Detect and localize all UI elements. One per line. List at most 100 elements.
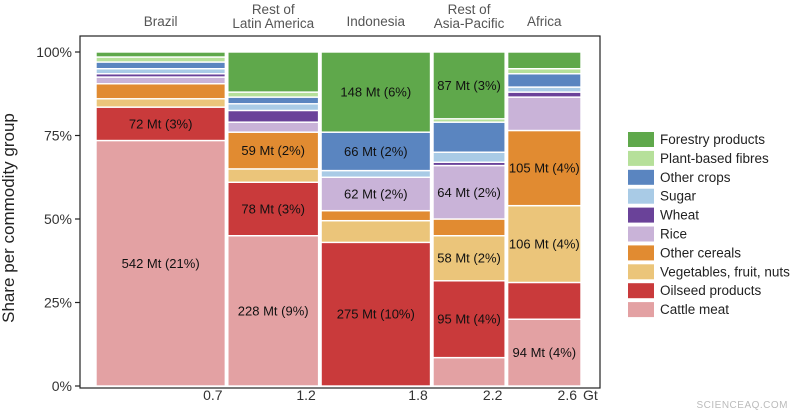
segment-label-rest-of-asia-pacific-oilseed-products: 95 Mt (4%) — [437, 312, 501, 327]
legend-label-rice: Rice — [660, 227, 687, 242]
segment-africa-rice — [506, 96, 582, 132]
region-header-rest-of-asia-pacific-line2: Asia-Pacific — [434, 16, 505, 31]
y-axis: 0% 25% 50% 75% 100% — [36, 44, 80, 394]
x-axis-unit: Gt — [583, 387, 598, 403]
segment-indonesia-vegetables-fruit-nuts — [320, 219, 432, 244]
segment-africa-forestry-products — [506, 51, 582, 70]
legend-swatch-oilseed-products — [628, 283, 654, 299]
segment-rest-of-asia-pacific-sugar — [432, 151, 506, 163]
segment-label-indonesia-forestry-products: 148 Mt (6%) — [340, 85, 411, 100]
column-indonesia: 275 Mt (10%) 62 Mt (2%) 66 Mt (2%) 148 Mt (… — [320, 51, 432, 387]
segment-brazil-forestry-products — [95, 51, 227, 58]
segment-label-africa-vegetables-fruit-nuts: 106 Mt (4%) — [509, 237, 580, 252]
x-tick-label: 1.2 — [296, 387, 316, 403]
segment-africa-sugar — [506, 86, 582, 93]
segment-indonesia-sugar — [320, 169, 432, 178]
legend-swatch-other-cereals — [628, 245, 654, 261]
x-tick-label: 0.7 — [203, 387, 223, 403]
segment-rest-of-latin-america-wheat — [227, 109, 320, 123]
segment-rest-of-latin-america-forestry-products — [227, 51, 320, 93]
column-rest-of-asia-pacific: 95 Mt (4%) 58 Mt (2%) 64 Mt (2%) 87 Mt (3%) — [432, 51, 506, 387]
segment-rest-of-asia-pacific-other-crops — [432, 121, 506, 153]
plot-area: 542 Mt (21%) 72 Mt (3%) 228 Mt (9%) 78 Mt (… — [95, 51, 582, 387]
legend-item-other-crops: Other crops — [628, 169, 731, 185]
x-tick-label: 1.8 — [408, 387, 428, 403]
legend: Forestry products Plant-based fibres Other… — [628, 132, 790, 318]
region-header-rest-of-latin-america-line2: Latin America — [232, 16, 314, 31]
x-tick-label: 2.6 — [558, 387, 578, 403]
segment-rest-of-latin-america-cattle-meat — [227, 234, 320, 387]
segment-label-indonesia-oilseed-products: 275 Mt (10%) — [337, 307, 415, 322]
legend-item-plant-based-fibres: Plant-based fibres — [628, 150, 769, 166]
segment-label-brazil-oilseed-products: 72 Mt (3%) — [129, 116, 193, 131]
segment-label-africa-cattle-meat: 94 Mt (4%) — [513, 345, 577, 360]
legend-label-vegetables-fruit-nuts: Vegetables, fruit, nuts — [660, 264, 790, 279]
x-tick-label: 2.2 — [483, 387, 503, 403]
legend-item-vegetables-fruit-nuts: Vegetables, fruit, nuts — [628, 264, 790, 280]
legend-label-oilseed-products: Oilseed products — [660, 283, 762, 298]
segment-brazil-other-cereals — [95, 83, 227, 100]
segment-brazil-plant-based-fibres — [95, 56, 227, 63]
legend-label-wheat: Wheat — [660, 208, 699, 223]
segment-africa-oilseed-products — [506, 281, 582, 320]
segment-rest-of-asia-pacific-rice — [432, 164, 506, 220]
region-header-africa: Africa — [527, 14, 562, 29]
segment-indonesia-forestry-products — [320, 51, 432, 133]
segment-rest-of-latin-america-sugar — [227, 103, 320, 112]
legend-item-rice: Rice — [628, 226, 687, 242]
legend-swatch-cattle-meat — [628, 302, 654, 318]
plot-frame — [79, 35, 601, 389]
y-tick-label: 50% — [44, 211, 72, 227]
legend-item-cattle-meat: Cattle meat — [628, 302, 729, 318]
segment-indonesia-oilseed-products — [320, 241, 432, 387]
segment-africa-other-crops — [506, 73, 582, 88]
segment-africa-plant-based-fibres — [506, 67, 582, 75]
legend-item-forestry-products: Forestry products — [628, 132, 765, 147]
segment-africa-wheat — [506, 91, 582, 98]
segment-label-rest-of-asia-pacific-rice: 64 Mt (2%) — [437, 185, 501, 200]
segment-brazil-oilseed-products — [95, 106, 227, 142]
region-header-indonesia: Indonesia — [347, 14, 406, 29]
watermark-text: SCIENCEAQ.COM — [696, 400, 788, 411]
legend-label-cattle-meat: Cattle meat — [660, 302, 729, 317]
segment-rest-of-asia-pacific-oilseed-products — [432, 280, 506, 359]
segment-rest-of-latin-america-rice — [227, 121, 320, 133]
legend-label-sugar: Sugar — [660, 189, 697, 204]
segment-rest-of-latin-america-plant-based-fibres — [227, 91, 320, 98]
segment-africa-vegetables-fruit-nuts — [506, 204, 582, 284]
segment-africa-other-cereals — [506, 129, 582, 207]
segment-indonesia-other-cereals — [320, 209, 432, 222]
segment-label-rest-of-latin-america-other-cereals: 59 Mt (2%) — [241, 143, 305, 158]
legend-swatch-rice — [628, 226, 654, 242]
segment-label-rest-of-latin-america-oilseed-products: 78 Mt (3%) — [241, 201, 305, 216]
region-header-rest-of-asia-pacific-line1: Rest of — [448, 2, 491, 17]
column-africa: 94 Mt (4%) 106 Mt (4%) 105 Mt (4%) — [506, 51, 582, 387]
segment-indonesia-other-crops — [320, 131, 432, 172]
legend-item-wheat: Wheat — [628, 207, 699, 223]
segment-brazil-other-crops — [95, 61, 227, 70]
x-axis: 0.7 1.2 1.8 2.2 2.6 Gt — [203, 387, 598, 403]
legend-label-plant-based-fibres: Plant-based fibres — [660, 151, 769, 166]
y-tick-label: 75% — [44, 128, 72, 144]
segment-indonesia-rice — [320, 176, 432, 212]
segment-rest-of-latin-america-vegetables-fruit-nuts — [227, 168, 320, 183]
segment-label-brazil-cattle-meat: 542 Mt (21%) — [122, 256, 200, 271]
segment-brazil-cattle-meat — [95, 139, 227, 387]
legend-item-oilseed-products: Oilseed products — [628, 283, 762, 299]
segment-label-indonesia-other-crops: 66 Mt (2%) — [344, 144, 408, 159]
y-tick-label: 0% — [52, 378, 72, 394]
region-header-rest-of-latin-america-line1: Rest of — [252, 2, 295, 17]
legend-swatch-other-crops — [628, 169, 654, 185]
legend-swatch-wheat — [628, 207, 654, 223]
legend-label-other-crops: Other crops — [660, 170, 731, 185]
legend-swatch-vegetables-fruit-nuts — [628, 264, 654, 280]
legend-label-other-cereals: Other cereals — [660, 245, 741, 260]
segment-label-rest-of-latin-america-cattle-meat: 228 Mt (9%) — [238, 303, 309, 318]
legend-item-sugar: Sugar — [628, 188, 697, 204]
segment-brazil-sugar — [95, 67, 227, 75]
segment-rest-of-asia-pacific-cattle-meat — [432, 356, 506, 387]
column-rest-of-latin-america: 228 Mt (9%) 78 Mt (3%) 59 Mt (2%) — [227, 51, 320, 387]
legend-swatch-forestry-products — [628, 132, 654, 147]
